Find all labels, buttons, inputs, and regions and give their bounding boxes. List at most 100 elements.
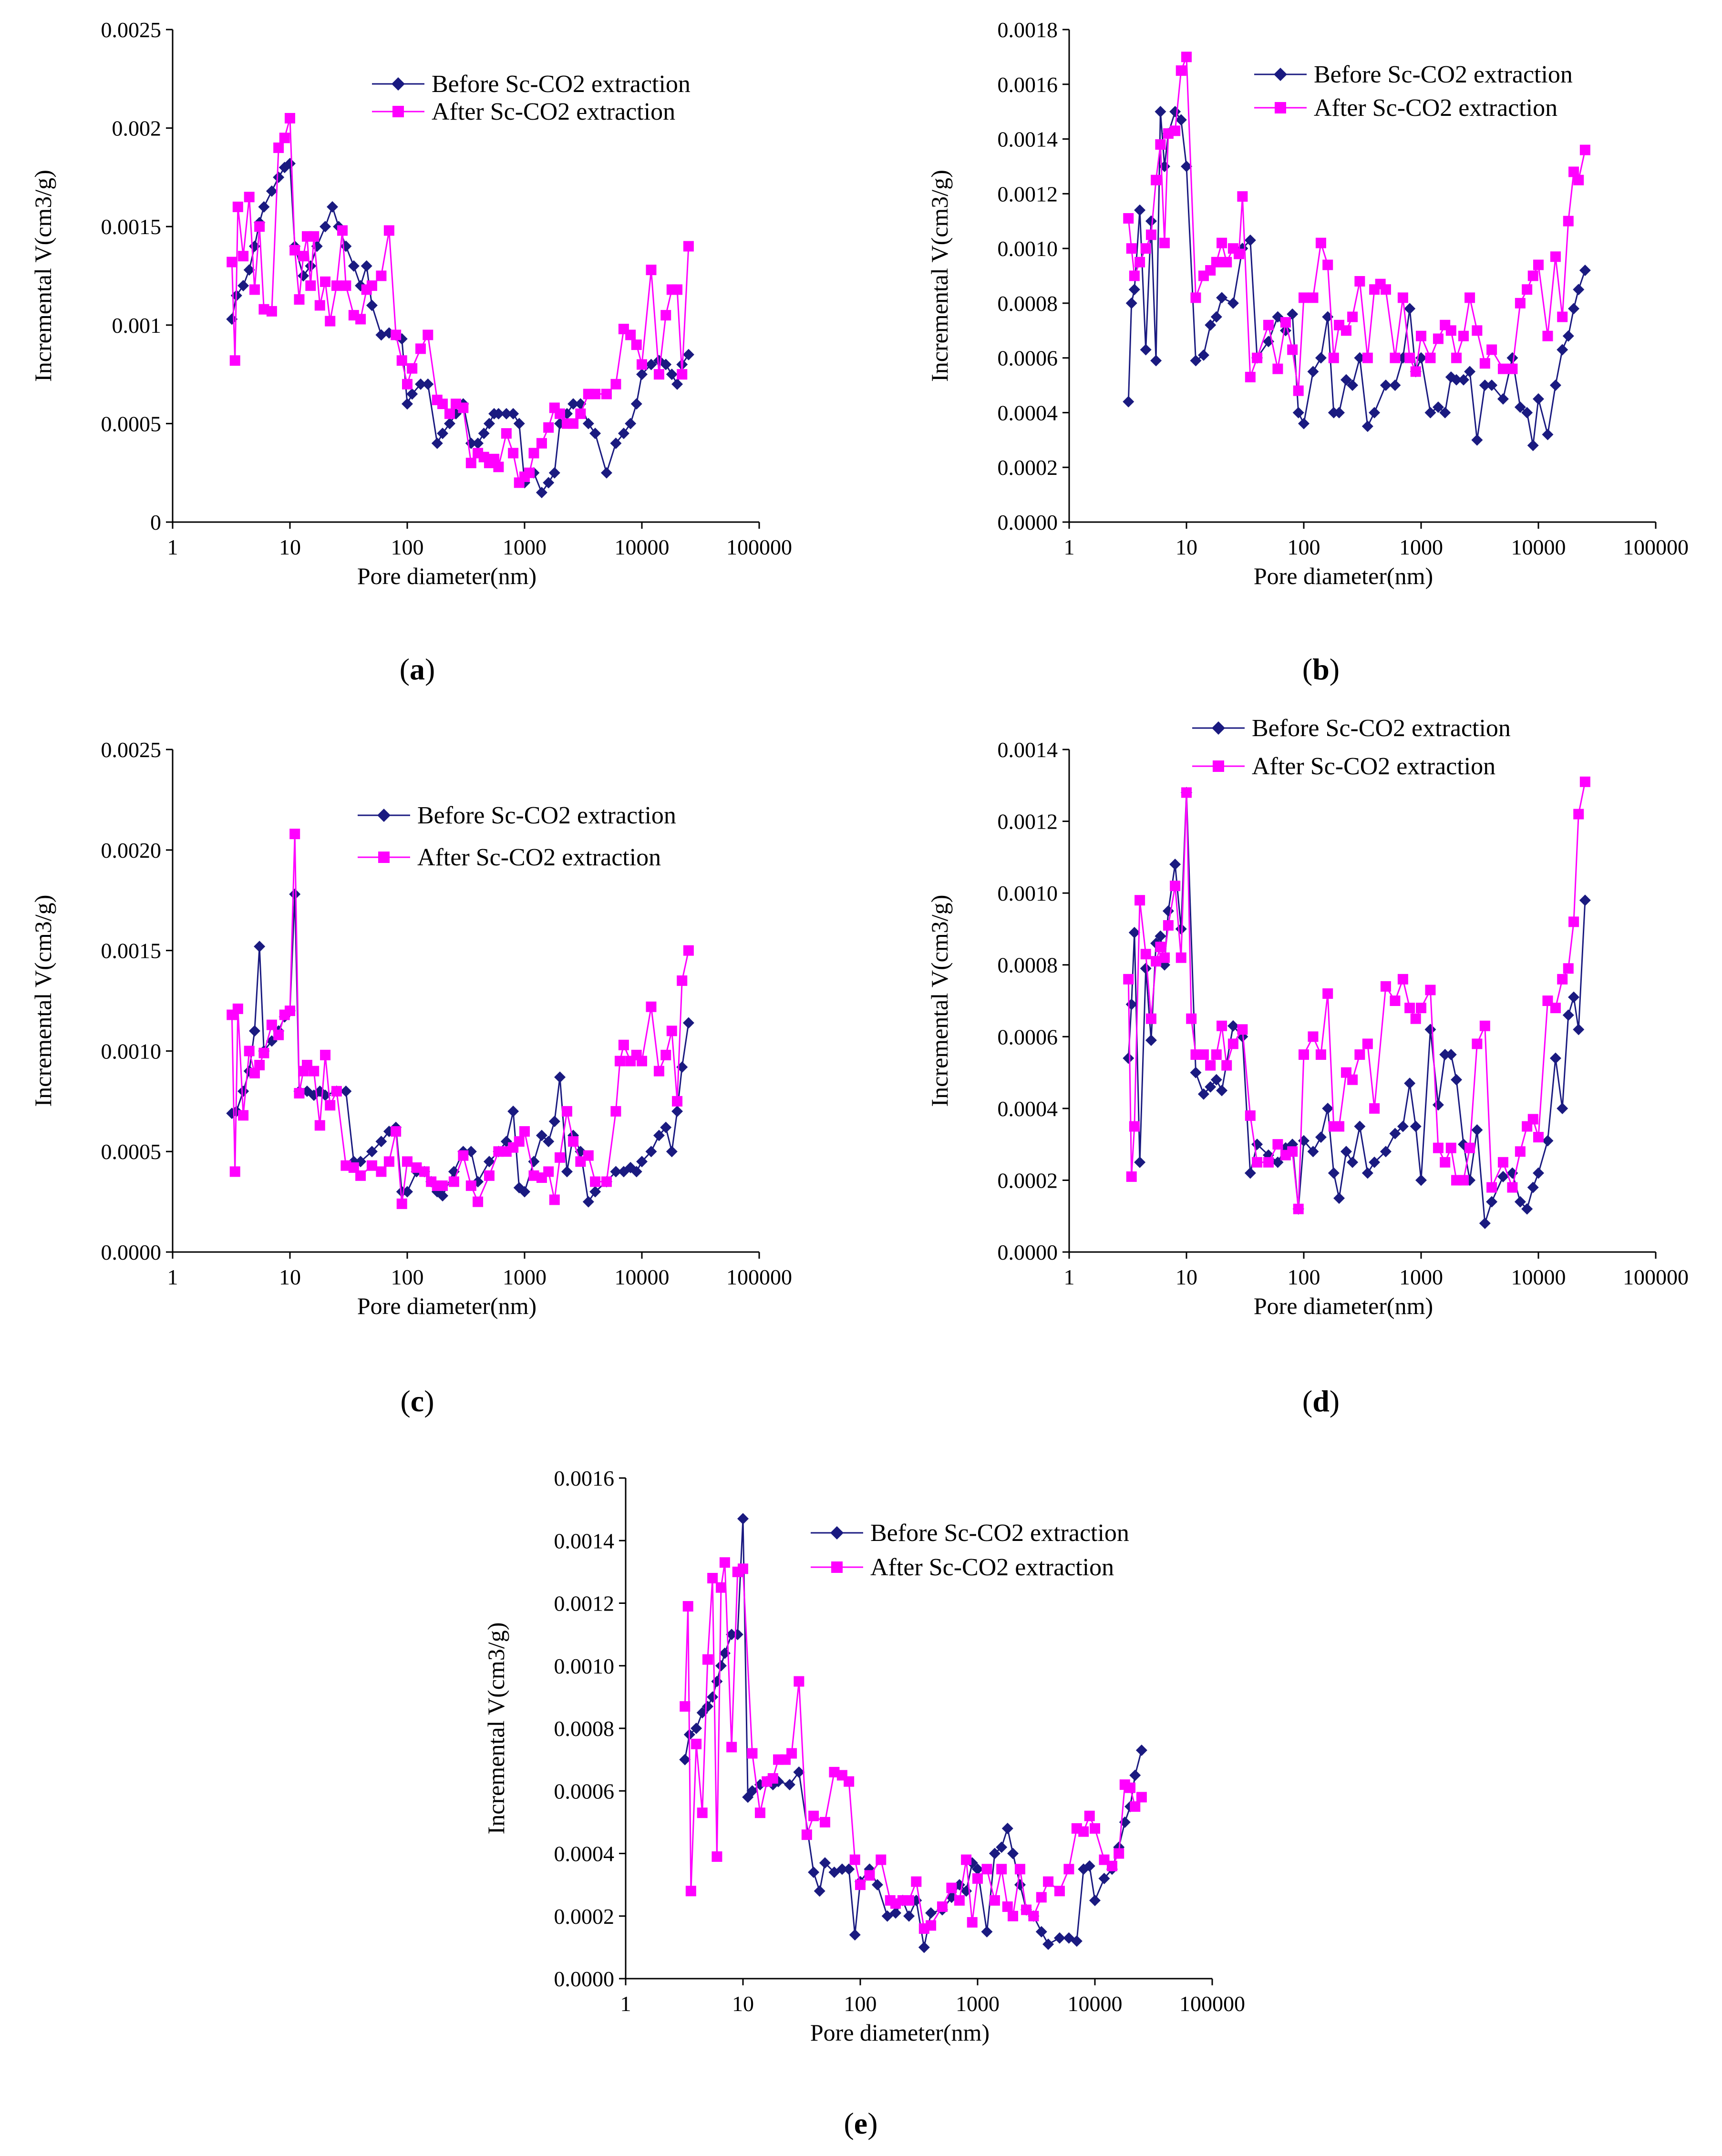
data-point (819, 1817, 830, 1827)
legend-marker (392, 77, 405, 91)
data-point (1354, 276, 1365, 287)
chart-panel-c: 0.0000 0.0005 0.0010 0.0015 0.0020 0.0025 1 10 1… (30, 738, 792, 1319)
data-point (507, 1105, 519, 1117)
data-point (1549, 1052, 1561, 1064)
data-point (320, 276, 331, 287)
data-point (348, 260, 360, 272)
data-point (1140, 243, 1151, 254)
data-point (1129, 1769, 1141, 1781)
data-point (1333, 1192, 1345, 1204)
data-point (575, 408, 586, 419)
data-point (937, 1901, 948, 1912)
data-point (483, 1156, 495, 1168)
data-point (1054, 1886, 1065, 1897)
data-point (926, 1920, 937, 1931)
data-point (610, 1106, 621, 1117)
data-point (1416, 330, 1426, 341)
y-tick-label: 0.0004 (554, 1842, 615, 1866)
data-point (568, 418, 579, 429)
data-point (483, 418, 495, 430)
data-point (366, 280, 377, 291)
data-point (989, 1848, 1000, 1859)
series-line (231, 834, 690, 1204)
x-tick-label: 1 (167, 1265, 178, 1289)
legend-label: After Sc-CO2 extraction (1314, 94, 1557, 122)
data-point (536, 487, 547, 499)
data-point (1380, 1146, 1392, 1158)
data-point (1114, 1848, 1124, 1859)
data-point (666, 1026, 677, 1037)
data-point (707, 1691, 719, 1703)
data-point (1126, 1171, 1137, 1182)
legend-label: Before Sc-CO2 extraction (870, 1519, 1129, 1547)
data-point (1369, 407, 1381, 419)
data-point (1155, 942, 1166, 953)
data-point (711, 1851, 722, 1862)
data-point (671, 1105, 683, 1117)
data-point (1579, 776, 1590, 787)
data-point (855, 1879, 866, 1890)
data-point (548, 467, 560, 479)
x-axis-title: Pore diameter(nm) (1254, 563, 1433, 589)
data-point (1162, 905, 1174, 917)
data-point (637, 359, 647, 370)
data-point (1472, 1038, 1483, 1049)
data-point (1205, 319, 1217, 331)
data-point (361, 260, 372, 272)
data-point (849, 1854, 860, 1865)
data-point (1380, 981, 1391, 992)
y-tick-label: 0.0014 (998, 738, 1058, 762)
data-point (325, 1100, 336, 1111)
data-point (1458, 330, 1469, 341)
data-point (1307, 366, 1319, 378)
data-point (340, 280, 351, 291)
data-point (1315, 1131, 1327, 1143)
data-point (844, 1776, 855, 1787)
data-point (294, 294, 305, 305)
y-tick-label: 0.0008 (554, 1716, 615, 1741)
data-point (601, 1176, 612, 1187)
legend-marker (378, 852, 390, 863)
data-point (1369, 1156, 1381, 1168)
series-before (1123, 787, 1591, 1229)
y-tick-label: 0.0005 (101, 1140, 162, 1164)
data-point (1497, 1157, 1508, 1168)
data-point (1287, 344, 1298, 355)
data-point (375, 1136, 387, 1148)
data-point (309, 231, 320, 242)
data-point (1390, 996, 1401, 1006)
legend-marker (1213, 760, 1224, 772)
y-tick-label: 0.0012 (998, 182, 1058, 206)
x-tick-label: 100000 (1623, 535, 1689, 559)
y-tick-label: 0.0014 (554, 1529, 615, 1553)
x-tick-label: 10000 (1511, 535, 1566, 559)
data-point (1439, 1048, 1451, 1060)
data-point (254, 941, 266, 953)
data-point (1404, 1078, 1416, 1089)
data-point (682, 349, 694, 360)
data-point (1169, 106, 1181, 118)
data-point (465, 458, 476, 469)
data-point (1217, 1020, 1227, 1031)
data-point (697, 1807, 708, 1818)
data-point (625, 329, 636, 340)
data-point (407, 363, 418, 374)
chart-panel-d: 0.0000 0.0002 0.0004 0.0006 0.0008 0.0010 0.00… (926, 715, 1689, 1319)
series-before (1123, 106, 1591, 452)
data-point (1163, 920, 1174, 931)
data-point (1210, 311, 1222, 323)
data-point (1155, 106, 1166, 118)
data-point (1506, 352, 1518, 364)
data-point (1089, 1894, 1101, 1906)
data-point (1227, 1038, 1238, 1049)
data-point (610, 379, 621, 390)
data-point (244, 1046, 255, 1057)
y-tick-label: 0.0010 (101, 1039, 162, 1063)
data-point (1542, 330, 1553, 341)
data-point (266, 1019, 277, 1030)
data-point (568, 1136, 579, 1147)
y-tick-label: 0.0012 (554, 1591, 615, 1616)
y-tick-label: 0.0006 (554, 1779, 615, 1803)
y-tick-label: 0.0015 (101, 939, 162, 963)
x-tick-label: 10 (279, 535, 301, 559)
